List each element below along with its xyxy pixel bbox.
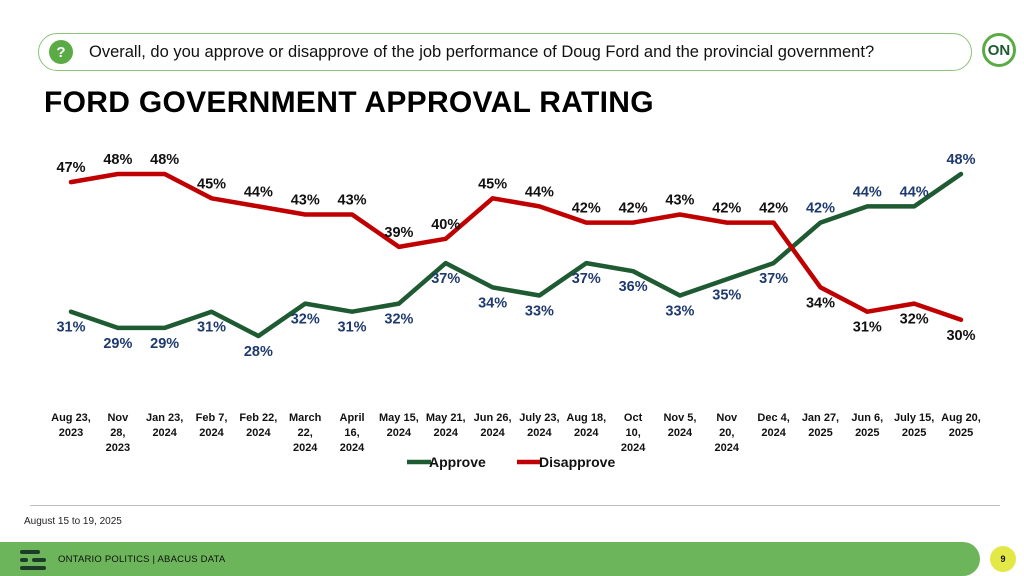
question-icon: ? (49, 40, 73, 64)
x-tick-label: Jun 26, 2024 (474, 412, 512, 439)
data-label-disapprove: 30% (946, 328, 975, 344)
data-label-disapprove: 42% (572, 201, 601, 217)
data-label-disapprove: 47% (56, 160, 85, 176)
data-label-approve: 44% (853, 184, 882, 200)
x-tick-label: Jan 27, 2025 (802, 412, 839, 439)
data-label-disapprove: 44% (525, 184, 554, 200)
data-label-disapprove: 40% (431, 217, 460, 233)
x-tick-label: Aug 20, 2025 (941, 412, 981, 439)
data-label-approve: 33% (665, 304, 694, 320)
x-tick-label: Aug 23, 2023 (51, 412, 91, 439)
x-tick-label: Feb 7, 2024 (196, 412, 228, 439)
divider (30, 505, 1000, 506)
data-label-disapprove: 43% (338, 193, 367, 209)
x-tick-label: Aug 18, 2024 (566, 412, 606, 439)
data-label-disapprove: 42% (619, 201, 648, 217)
data-label-disapprove: 34% (806, 295, 835, 311)
data-label-approve: 35% (712, 287, 741, 303)
page-number: 9 (990, 546, 1016, 572)
x-tick-label: May 15, 2024 (379, 412, 419, 439)
question-text: Overall, do you approve or disapprove of… (89, 42, 875, 61)
footnote: August 15 to 19, 2025 (24, 516, 122, 527)
series-line-approve (68, 171, 964, 339)
footer-text: ONTARIO POLITICS | ABACUS DATA (58, 554, 226, 565)
data-label-approve: 31% (197, 320, 226, 336)
x-tick-label: July 15, 2025 (894, 412, 934, 439)
question-box: ? Overall, do you approve or disapprove … (38, 33, 972, 71)
data-label-approve: 36% (619, 279, 648, 295)
x-tick-label: May 21, 2024 (426, 412, 466, 439)
data-label-disapprove: 48% (103, 152, 132, 168)
x-tick-label: Feb 22, 2024 (239, 412, 277, 439)
chart-title: FORD GOVERNMENT APPROVAL RATING (44, 86, 654, 119)
data-label-disapprove: 43% (665, 193, 694, 209)
data-label-approve: 29% (150, 336, 179, 352)
data-label-disapprove: 48% (150, 152, 179, 168)
data-label-disapprove: 32% (900, 312, 929, 328)
x-tick-label: Nov 20, 2024 (715, 412, 740, 454)
x-tick-label: Jun 6, 2025 (851, 412, 883, 439)
x-tick-label: Jan 23, 2024 (146, 412, 183, 439)
x-tick-label: April 16, 2024 (340, 412, 366, 454)
data-label-disapprove: 44% (244, 184, 273, 200)
data-label-approve: 32% (291, 312, 320, 328)
data-label-approve: 34% (478, 295, 507, 311)
data-label-disapprove: 39% (384, 225, 413, 241)
x-tick-label: March 22, 2024 (289, 412, 322, 454)
abacus-logo-icon (20, 550, 46, 570)
data-label-disapprove: 31% (853, 320, 882, 336)
series-line-disapprove (68, 171, 964, 323)
data-label-approve: 33% (525, 304, 554, 320)
data-label-disapprove: 45% (478, 176, 507, 192)
legend-label-disapprove: Disapprove (539, 454, 615, 470)
footer-bar (0, 542, 980, 576)
data-label-disapprove: 43% (291, 193, 320, 209)
data-label-approve: 32% (384, 312, 413, 328)
data-label-approve: 31% (338, 320, 367, 336)
approval-line-chart: 31% 29% 29% 31% 28% 32% 31% 32% 37% 34% 33% 37% 36% 3… (51, 152, 981, 470)
data-label-approve: 42% (806, 201, 835, 217)
data-label-approve: 37% (572, 271, 601, 287)
data-label-approve: 28% (244, 344, 273, 360)
x-tick-label: Nov 28, 2023 (106, 412, 130, 454)
data-label-approve: 37% (759, 271, 788, 287)
data-label-approve: 44% (900, 184, 929, 200)
data-label-approve: 31% (56, 320, 85, 336)
legend-label-approve: Approve (429, 454, 486, 470)
data-label-disapprove: 45% (197, 176, 226, 192)
data-label-approve: 37% (431, 271, 460, 287)
data-label-approve: 29% (103, 336, 132, 352)
x-tick-label: Dec 4, 2024 (757, 412, 789, 439)
data-label-disapprove: 42% (712, 201, 741, 217)
data-label-approve: 48% (946, 152, 975, 168)
x-tick-label: Nov 5, 2024 (663, 412, 696, 439)
x-tick-label: Oct 10, 2024 (621, 412, 646, 454)
x-tick-label: July 23, 2024 (519, 412, 559, 439)
data-label-disapprove: 42% (759, 201, 788, 217)
ontario-logo: ON (982, 33, 1016, 67)
